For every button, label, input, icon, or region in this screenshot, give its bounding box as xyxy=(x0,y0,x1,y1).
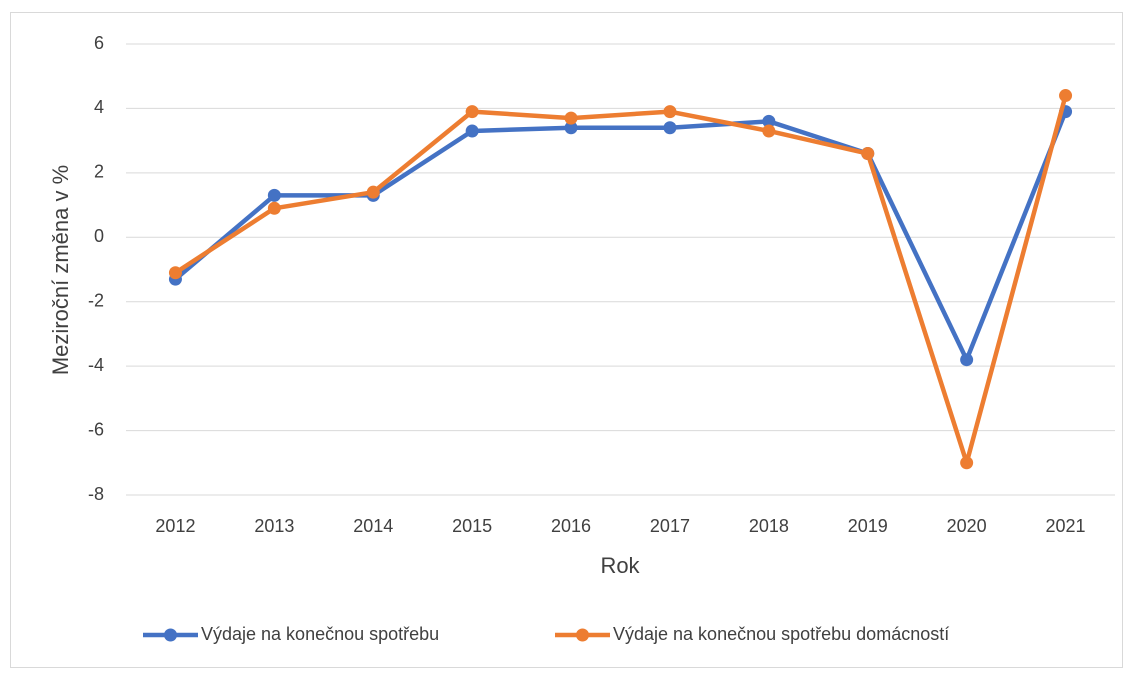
data-point xyxy=(960,353,974,367)
data-point xyxy=(267,201,281,215)
x-tick-label: 2014 xyxy=(353,516,393,536)
data-point xyxy=(861,147,875,161)
x-tick-label: 2019 xyxy=(848,516,888,536)
y-tick-label: -4 xyxy=(88,355,104,375)
x-tick-label: 2012 xyxy=(155,516,195,536)
data-point xyxy=(762,124,776,138)
x-tick-label: 2017 xyxy=(650,516,690,536)
x-tick-label: 2018 xyxy=(749,516,789,536)
x-tick-label: 2016 xyxy=(551,516,591,536)
x-tick-label: 2015 xyxy=(452,516,492,536)
y-tick-label: 2 xyxy=(94,162,104,182)
y-tick-label: -2 xyxy=(88,290,104,310)
data-point xyxy=(366,185,380,199)
data-point xyxy=(960,456,974,470)
x-tick-label: 2020 xyxy=(947,516,987,536)
series-line xyxy=(174,94,1068,466)
data-point xyxy=(168,266,182,280)
data-point xyxy=(465,124,479,138)
y-tick-label: -8 xyxy=(88,484,104,504)
legend-marker xyxy=(576,628,589,642)
y-tick-label: 4 xyxy=(94,97,104,117)
legend-label: Výdaje na konečnou spotřebu xyxy=(201,624,439,644)
y-tick-label: -6 xyxy=(88,419,104,439)
data-point xyxy=(1059,89,1073,103)
data-point xyxy=(564,121,578,135)
legend-label: Výdaje na konečnou spotřebu domácností xyxy=(613,624,949,644)
x-tick-label: 2021 xyxy=(1046,516,1086,536)
x-axis-title: Rok xyxy=(600,553,640,578)
series-line xyxy=(173,110,1068,362)
y-tick-label: 6 xyxy=(94,33,104,53)
y-axis-title: Meziroční změna v % xyxy=(48,165,73,375)
data-point xyxy=(663,105,677,119)
data-point xyxy=(564,111,578,125)
x-tick-label: 2013 xyxy=(254,516,294,536)
legend-marker xyxy=(164,628,177,642)
y-tick-label: 0 xyxy=(94,226,104,246)
data-point xyxy=(465,105,479,119)
data-point xyxy=(663,121,677,135)
data-point xyxy=(267,188,281,202)
data-point xyxy=(762,114,776,128)
